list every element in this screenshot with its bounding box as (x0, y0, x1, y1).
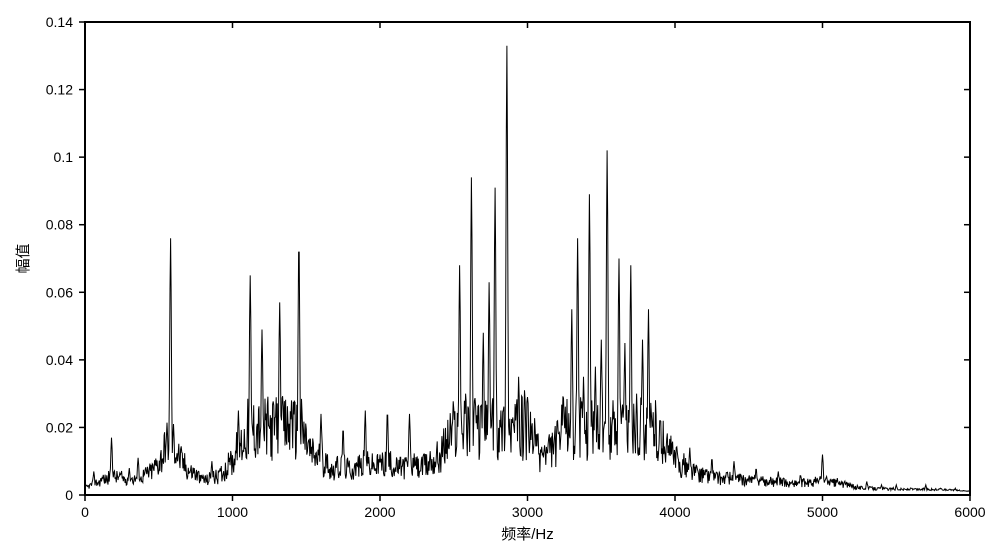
x-axis-label: 频率/Hz (501, 526, 554, 543)
x-tick-label: 3000 (512, 504, 543, 520)
x-tick-label: 5000 (807, 504, 838, 520)
y-tick-label: 0 (65, 487, 73, 503)
spectrum-line (85, 46, 970, 492)
x-tick-label: 0 (81, 504, 89, 520)
y-tick-label: 0.02 (46, 419, 73, 435)
y-tick-label: 0.14 (46, 14, 73, 30)
plot-border (85, 22, 970, 495)
spectrum-chart: 0 1000 2000 3000 4000 5000 6000 0 0.02 0.04 0.06 0.… (0, 0, 1000, 557)
x-tick-label: 6000 (954, 504, 985, 520)
x-tick-label: 2000 (364, 504, 395, 520)
chart-svg: 0 1000 2000 3000 4000 5000 6000 0 0.02 0.04 0.06 0.… (0, 0, 1000, 557)
y-tick-label: 0.12 (46, 82, 73, 98)
y-tick-label: 0.08 (46, 217, 73, 233)
x-tick-label: 4000 (659, 504, 690, 520)
y-tick-label: 0.06 (46, 284, 73, 300)
y-tick-label: 0.1 (54, 149, 74, 165)
y-tick-label: 0.04 (46, 352, 73, 368)
y-axis-label: 幅值 (15, 243, 32, 273)
x-tick-label: 1000 (217, 504, 248, 520)
